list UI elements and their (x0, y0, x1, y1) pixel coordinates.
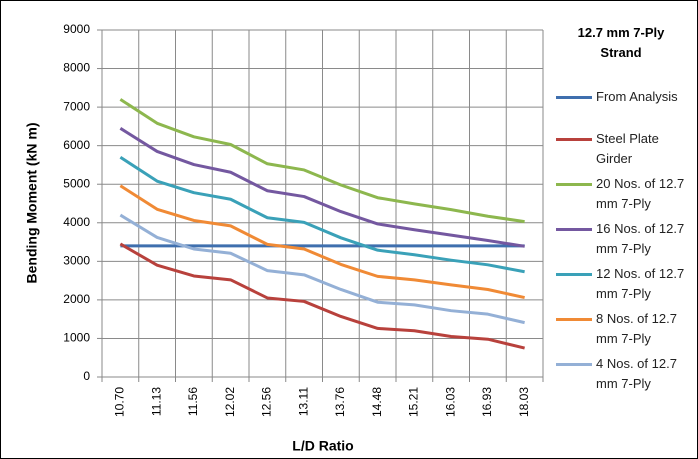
x-axis-title: L/D Ratio (292, 438, 353, 454)
x-tick-label: 11.13 (149, 387, 163, 416)
legend: 12.7 mm 7-Ply Strand From Analysis Steel … (556, 23, 696, 399)
legend-item: 16 Nos. of 12.7 mm 7-Ply (556, 219, 696, 259)
series-line (119, 127, 525, 248)
legend-item: 20 Nos. of 12.7 mm 7-Ply (556, 174, 696, 214)
series-line (119, 98, 525, 224)
legend-label: From Analysis (596, 89, 678, 104)
x-tick-label: 10.70 (113, 387, 127, 417)
legend-item: Steel Plate Girder (556, 129, 696, 169)
y-axis-title: Bending Moment (kN m) (24, 123, 40, 284)
y-tick-label: 4000 (63, 215, 90, 229)
legend-swatch (556, 183, 592, 186)
x-tick-label: 12.02 (223, 387, 237, 417)
legend-label: 16 Nos. of 12.7 mm 7-Ply (596, 221, 685, 256)
x-tick-label: 13.11 (296, 387, 310, 416)
legend-title: 12.7 mm 7-Ply Strand (577, 25, 665, 60)
x-tick-label: 12.56 (260, 387, 274, 417)
y-tick-label: 5000 (63, 176, 90, 190)
legend-swatch (556, 273, 592, 276)
y-tick-label: 6000 (63, 138, 90, 152)
x-tick-label: 15.21 (407, 387, 421, 417)
y-tick-label: 8000 (63, 61, 90, 75)
series-line (119, 184, 525, 300)
y-tick-label: 3000 (63, 254, 90, 268)
legend-swatch (556, 96, 592, 99)
legend-swatch (556, 138, 592, 141)
legend-item: From Analysis (556, 87, 696, 107)
series-line (119, 213, 525, 325)
legend-swatch (556, 318, 592, 321)
legend-item: 12 Nos. of 12.7 mm 7-Ply (556, 264, 696, 304)
x-tick-label: 18.03 (517, 387, 531, 417)
legend-label: 12 Nos. of 12.7 mm 7-Ply (596, 266, 685, 301)
y-tick-label: 9000 (63, 22, 90, 36)
x-tick-label: 14.48 (370, 387, 384, 417)
legend-label: 8 Nos. of 12.7 mm 7-Ply (596, 311, 677, 346)
legend-item: 4 Nos. of 12.7 mm 7-Ply (556, 354, 696, 394)
y-tick-label: 1000 (63, 331, 90, 345)
legend-label: 20 Nos. of 12.7 mm 7-Ply (596, 176, 685, 211)
series-line (119, 242, 525, 350)
x-tick-label: 11.56 (186, 387, 200, 416)
legend-item: 8 Nos. of 12.7 mm 7-Ply (556, 309, 696, 349)
y-tick-label: 7000 (63, 99, 90, 113)
series-line (119, 155, 525, 274)
y-tick-label: 2000 (63, 292, 90, 306)
legend-label: 4 Nos. of 12.7 mm 7-Ply (596, 356, 677, 391)
legend-label: Steel Plate Girder (596, 131, 659, 166)
x-tick-label: 16.03 (443, 387, 457, 417)
legend-swatch (556, 228, 592, 231)
legend-swatch (556, 363, 592, 366)
x-tick-label: 13.76 (333, 387, 347, 417)
x-tick-label: 16.93 (480, 387, 494, 417)
y-tick-label: 0 (83, 369, 90, 383)
